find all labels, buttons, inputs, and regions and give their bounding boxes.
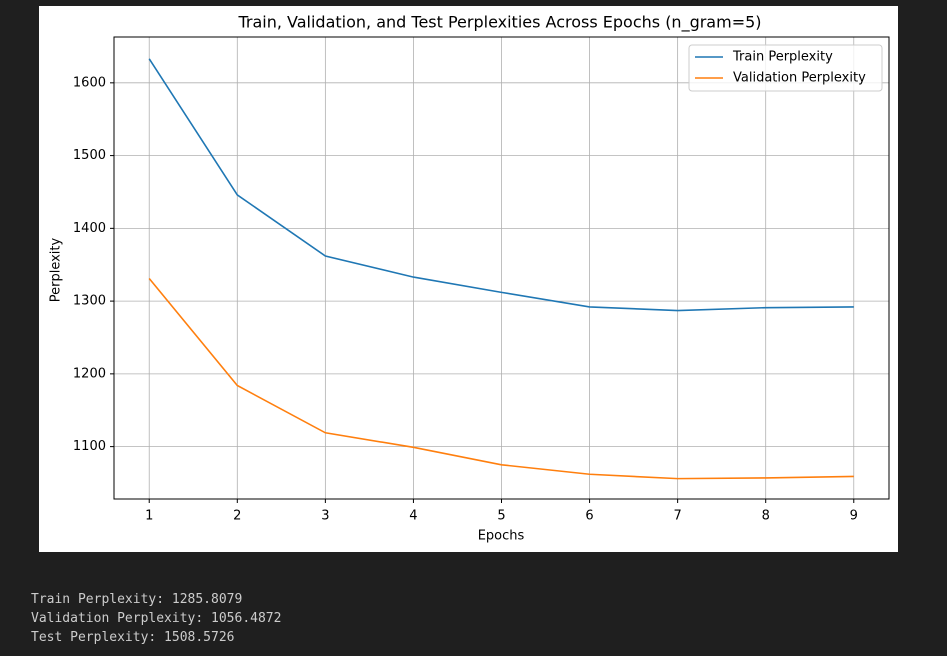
- legend-box: [688, 44, 883, 92]
- y-tick-label: 1600: [73, 75, 106, 90]
- y-tick-label: 1200: [73, 366, 106, 381]
- figure: Train, Validation, and Test Perplexities…: [39, 6, 898, 552]
- legend-label: Validation Perplexity: [733, 71, 866, 86]
- x-tick-label: 7: [673, 509, 681, 524]
- x-tick-label: 4: [409, 509, 417, 524]
- output-line: Train Perplexity: 1285.8079: [31, 592, 243, 607]
- x-tick-label: 9: [850, 509, 858, 524]
- output-line: Test Perplexity: 1508.5726: [31, 630, 235, 645]
- legend-label: Train Perplexity: [732, 50, 833, 65]
- figure-background: [39, 6, 898, 552]
- plot-frame: [113, 36, 890, 500]
- x-tick-label: 1: [145, 509, 153, 524]
- chart-title: Train, Validation, and Test Perplexities…: [237, 13, 761, 33]
- y-axis-label: Perplexity: [49, 237, 64, 302]
- y-tick-label: 1100: [73, 439, 106, 454]
- y-tick-label: 1300: [73, 294, 106, 309]
- x-tick-label: 8: [762, 509, 770, 524]
- x-tick-label: 6: [585, 509, 593, 524]
- y-tick-label: 1500: [73, 148, 106, 163]
- x-tick-label: 2: [233, 509, 241, 524]
- cell-output: Train Perplexity: 1285.8079 Validation P…: [31, 590, 281, 647]
- x-tick-label: 3: [321, 509, 329, 524]
- y-tick-label: 1400: [73, 221, 106, 236]
- data-line: [148, 58, 854, 312]
- output-line: Validation Perplexity: 1056.4872: [31, 611, 282, 626]
- data-line: [148, 278, 854, 480]
- x-tick-label: 5: [497, 509, 505, 524]
- x-axis-label: Epochs: [478, 529, 525, 544]
